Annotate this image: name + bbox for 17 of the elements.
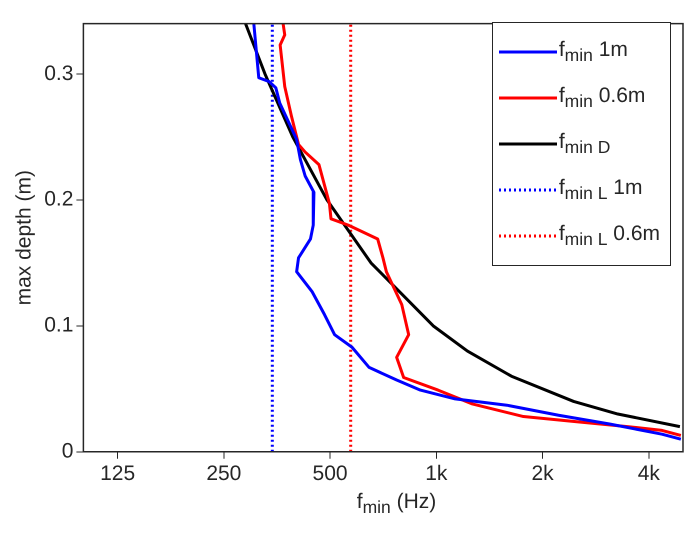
legend-label: f$_{min L}$ 0.6m [558,222,660,250]
y-tick-label: 0.2 [44,188,74,211]
x-tick-label: 500 [312,462,348,486]
y-tick-label: 0 [62,440,74,463]
x-tick-label: 125 [100,462,136,486]
legend-label: f$_{min}$ 0.6m [558,84,646,112]
legend-label: f$_{min L}$ 1m [558,176,642,204]
x-tick-label: 1k [425,462,448,486]
y-tick-label: 0.3 [44,62,74,85]
legend-label: f$_{min D}$ [558,130,610,158]
y-tick-label: 0.1 [44,314,74,337]
legend-label: f$_{min}$ 1m [558,38,628,66]
y-axis-title: max depth (m) [12,170,36,306]
x-axis-title: f$_{min}$ (Hz) [356,490,438,518]
x-tick-label: 4k [638,462,660,486]
x-tick-label: 250 [206,462,242,486]
x-tick-label: 2k [531,462,554,486]
